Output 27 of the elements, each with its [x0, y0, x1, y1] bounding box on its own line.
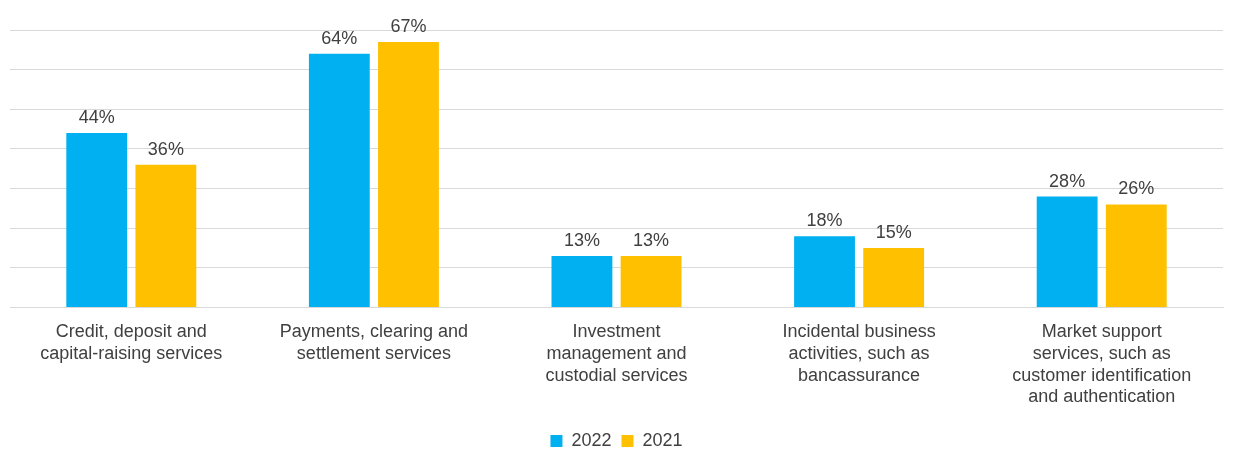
x-tick-label: Credit, deposit and capital-raising services: [40, 321, 223, 363]
bar: [1105, 204, 1167, 308]
data-label: 44%: [78, 107, 115, 128]
data-label: 64%: [321, 27, 358, 48]
x-tick-label: Investment management and custodial services: [545, 321, 688, 385]
bar: [551, 256, 613, 308]
bar: [378, 41, 439, 308]
bar: [794, 236, 855, 308]
data-label: 13%: [633, 230, 670, 251]
legend-label: 2021: [642, 429, 683, 450]
bar: [1036, 196, 1098, 308]
bar: [66, 133, 128, 308]
data-label: 36%: [147, 138, 184, 159]
x-tick-label: Incidental business activities, such as bancassurance: [782, 321, 936, 385]
data-label: 13%: [563, 230, 600, 251]
data-label: 15%: [875, 222, 912, 243]
bar: [863, 248, 925, 308]
data-label: 18%: [806, 210, 843, 231]
data-label: 28%: [1049, 170, 1086, 191]
bar: [135, 164, 197, 308]
data-label: 67%: [390, 15, 427, 36]
bar: [308, 53, 370, 308]
legend-label: 2022: [571, 429, 612, 450]
data-label: 26%: [1118, 178, 1155, 199]
x-tick-label: Market support services, such as customer identification and authentication: [1012, 321, 1192, 407]
x-tick-label: Payments, clearing and settlement services: [279, 321, 468, 363]
bar: [620, 256, 682, 308]
